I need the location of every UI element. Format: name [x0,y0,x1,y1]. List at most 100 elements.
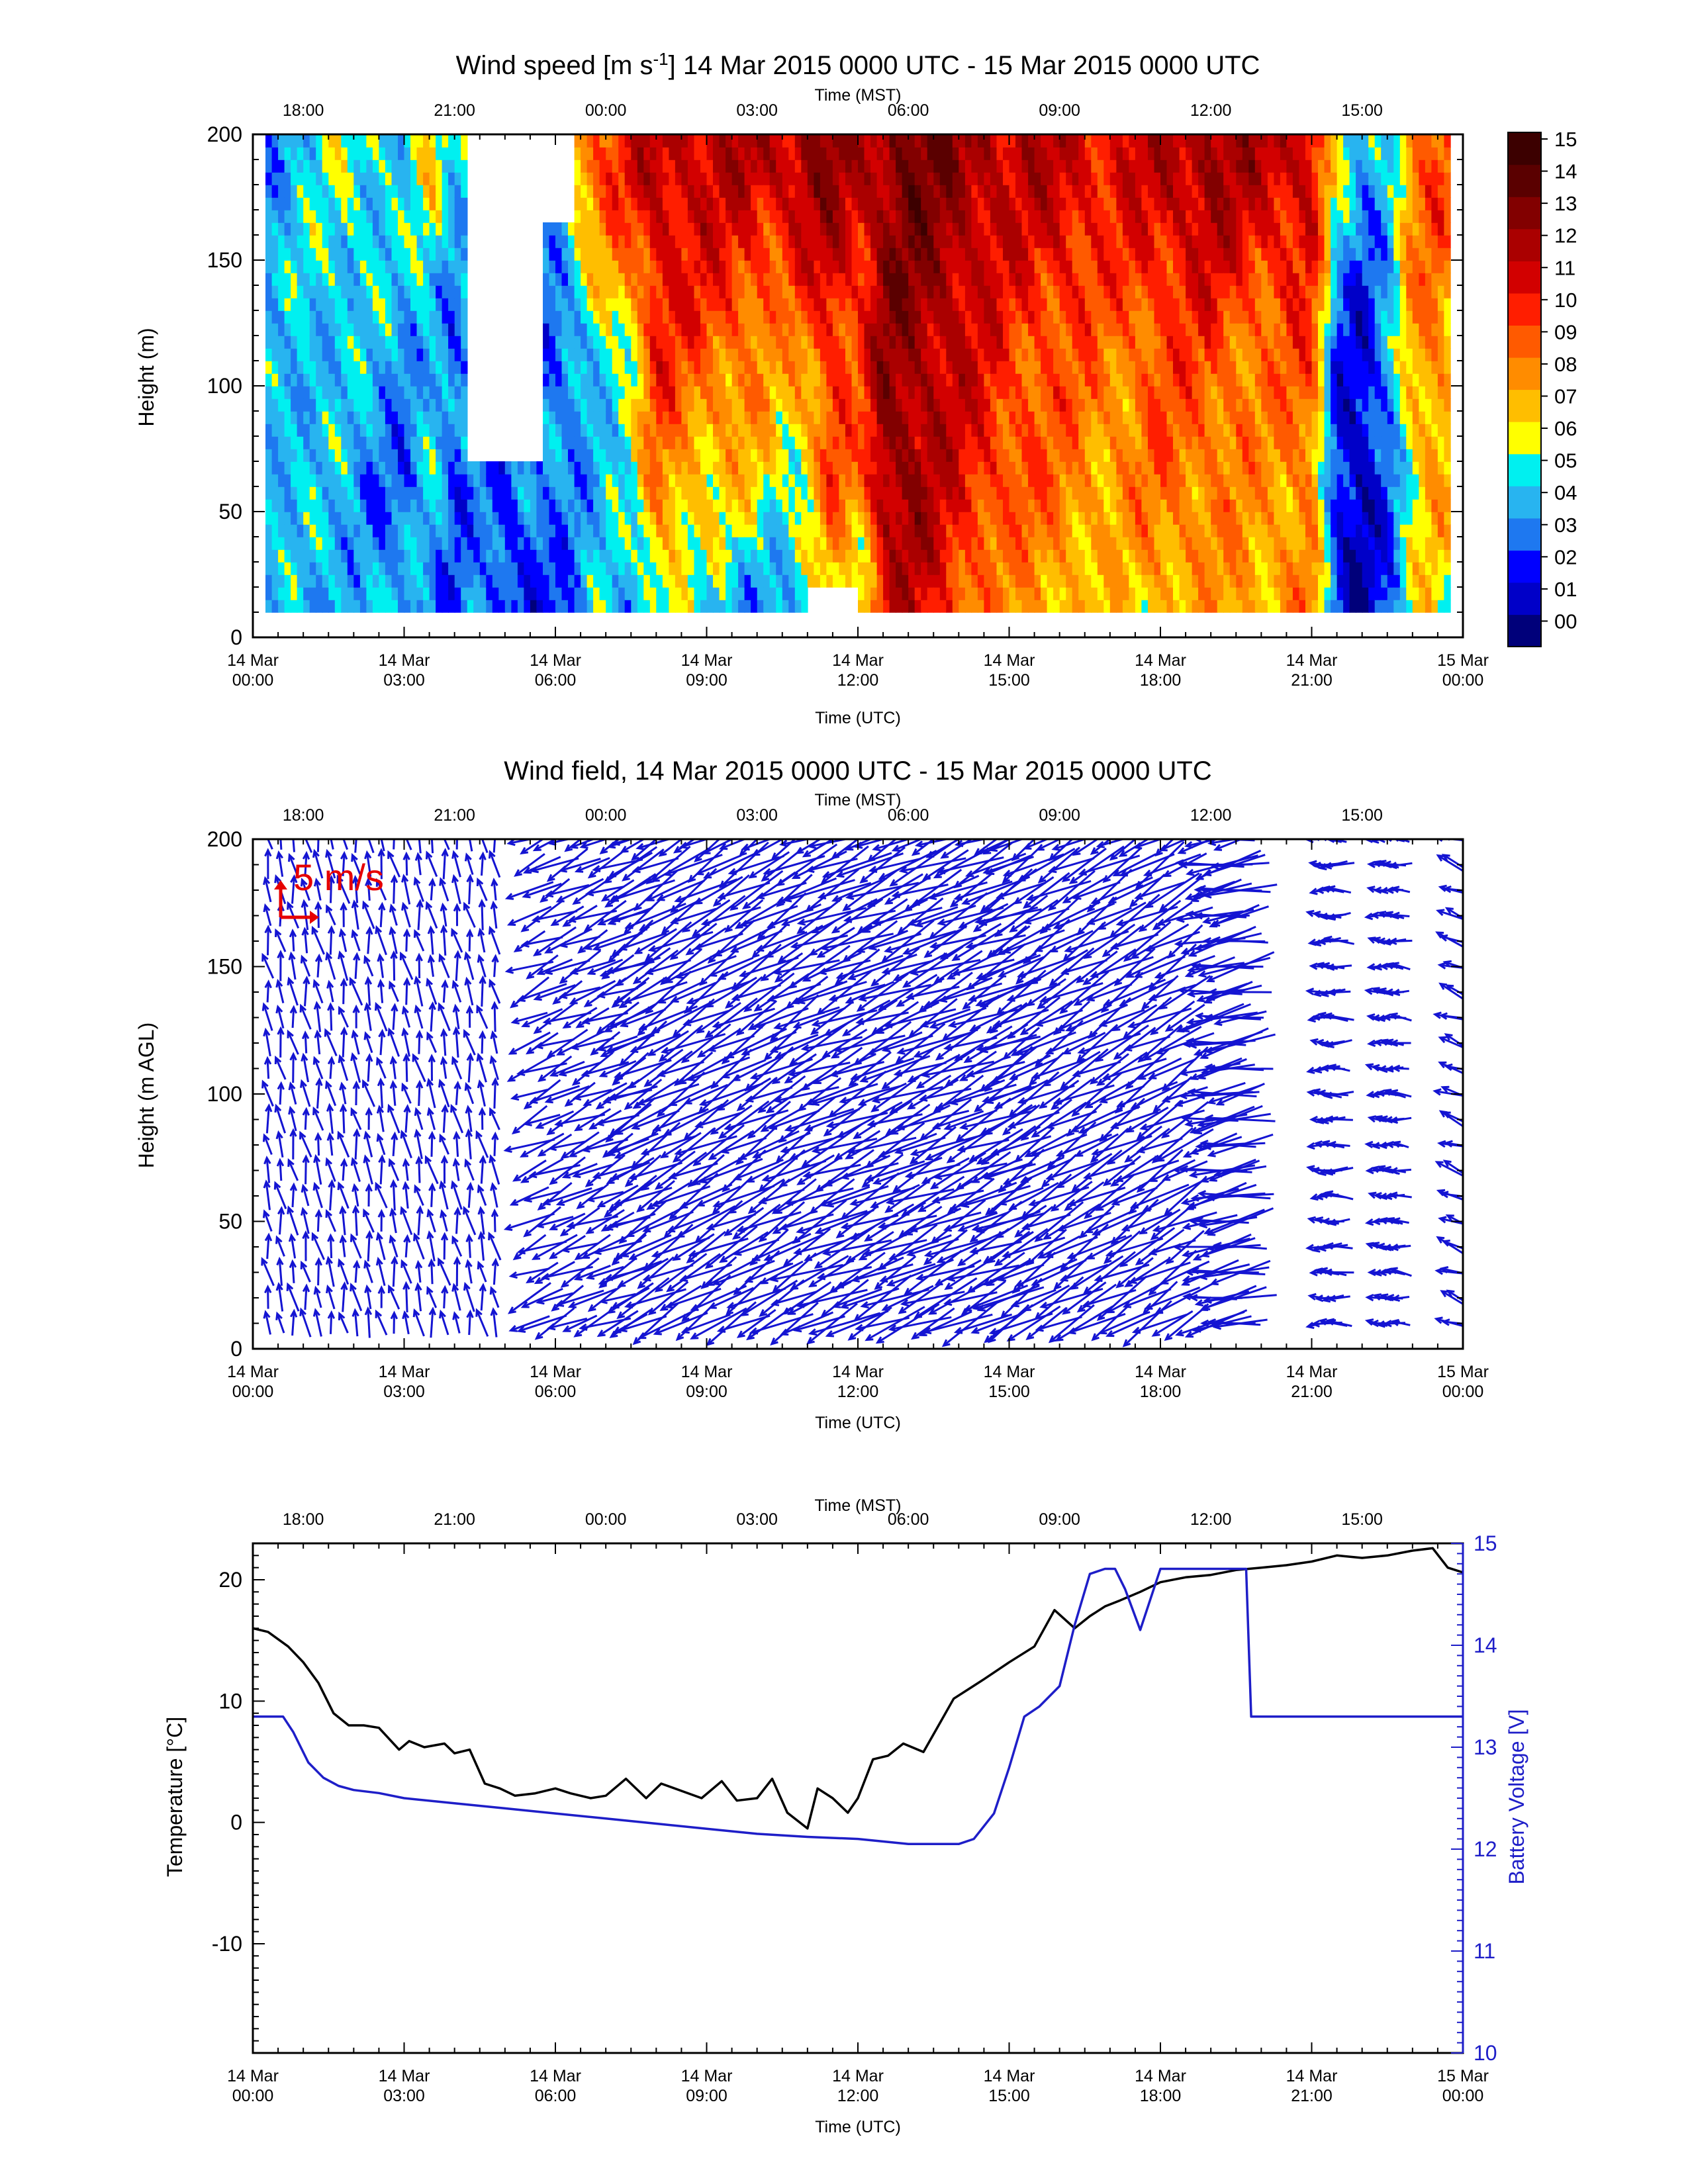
heatmap-cell [1129,512,1136,525]
heatmap-cell [669,486,676,500]
heatmap-cell [291,134,298,148]
heatmap-cell [876,537,884,550]
heatmap-cell [952,222,960,236]
heatmap-cell [322,248,329,261]
heatmap-cell [1015,424,1023,437]
heatmap-cell [776,147,783,160]
heatmap-cell [1021,512,1029,525]
heatmap-cell [328,235,336,248]
heatmap-cell [719,499,726,512]
heatmap-cell [359,461,367,475]
heatmap-cell [700,411,708,424]
heatmap-cell [726,398,733,412]
heatmap-cell [1078,159,1086,173]
heatmap-cell [347,159,355,173]
heatmap-cell [1135,348,1143,361]
heatmap-cell [1109,159,1117,173]
heatmap-cell [593,600,600,613]
heatmap-cell [492,549,500,563]
heatmap-cell [681,537,688,550]
heatmap-cell [801,348,808,361]
heatmap-cell [530,486,538,500]
heatmap-cell [631,361,638,374]
heatmap-cell [1034,336,1041,349]
heatmap-cell [782,411,790,424]
heatmap-cell [606,512,613,525]
heatmap-cell [1078,348,1086,361]
heatmap-cell [1122,587,1130,600]
heatmap-cell [341,474,348,487]
heatmap-cell [883,285,890,298]
heatmap-cell [366,486,373,500]
heatmap-cell [681,574,688,588]
heatmap-cell [1072,461,1079,475]
heatmap-cell [423,499,430,512]
heatmap-cell [429,235,436,248]
heatmap-cell [1047,424,1054,437]
heatmap-cell [751,574,758,588]
heatmap-cell [952,185,960,198]
heatmap-cell [309,185,316,198]
heatmap-cell [751,486,758,500]
heatmap-cell [278,285,285,298]
heatmap-cell [751,172,758,185]
heatmap-cell [662,436,670,449]
heatmap-cell [1003,587,1010,600]
heatmap-cell [410,172,418,185]
heatmap-cell [353,323,361,336]
heatmap-cell [265,574,273,588]
heatmap-cell [334,147,342,160]
heatmap-cell [1129,424,1136,437]
heatmap-cell [303,310,310,324]
heatmap-cell [265,537,273,550]
heatmap-cell [1047,222,1054,236]
heatmap-cell [977,386,985,399]
heatmap-cell [757,134,764,148]
heatmap-cell [391,222,399,236]
heatmap-cell [946,512,953,525]
heatmap-cell [687,562,695,575]
heatmap-cell [1109,587,1117,600]
heatmap-cell [1072,499,1079,512]
heatmap-cell [933,323,941,336]
heatmap-cell [694,336,701,349]
heatmap-cell [649,474,657,487]
heatmap-cell [265,436,273,449]
heatmap-cell [398,222,405,236]
heatmap-cell [820,298,827,311]
heatmap-cell [996,323,1004,336]
heatmap-cell [291,411,298,424]
heatmap-cell [1141,461,1149,475]
heatmap-cell [939,298,947,311]
heatmap-cell [1135,298,1143,311]
heatmap-cell [1028,197,1035,210]
heatmap-cell [1116,474,1123,487]
heatmap-cell [328,361,336,374]
heatmap-cell [1097,285,1105,298]
heatmap-cell [876,436,884,449]
heatmap-cell [1034,461,1041,475]
heatmap-cell [530,587,538,600]
heatmap-cell [820,574,827,588]
heatmap-cell [1135,549,1143,563]
heatmap-cell [385,512,393,525]
heatmap-cell [782,499,790,512]
heatmap-cell [914,587,921,600]
heatmap-cell [618,524,626,537]
heatmap-cell [643,248,651,261]
heatmap-cell [385,549,393,563]
heatmap-cell [341,486,348,500]
heatmap-cell [763,336,771,349]
heatmap-cell [939,310,947,324]
heatmap-cell [416,336,424,349]
heatmap-cell [1109,260,1117,273]
heatmap-cell [845,285,853,298]
heatmap-cell [964,537,972,550]
heatmap-cell [372,562,380,575]
heatmap-cell [788,499,796,512]
heatmap-cell [845,323,853,336]
heatmap-cell [359,486,367,500]
heatmap-cell [845,549,853,563]
heatmap-cell [334,537,342,550]
heatmap-cell [946,172,953,185]
